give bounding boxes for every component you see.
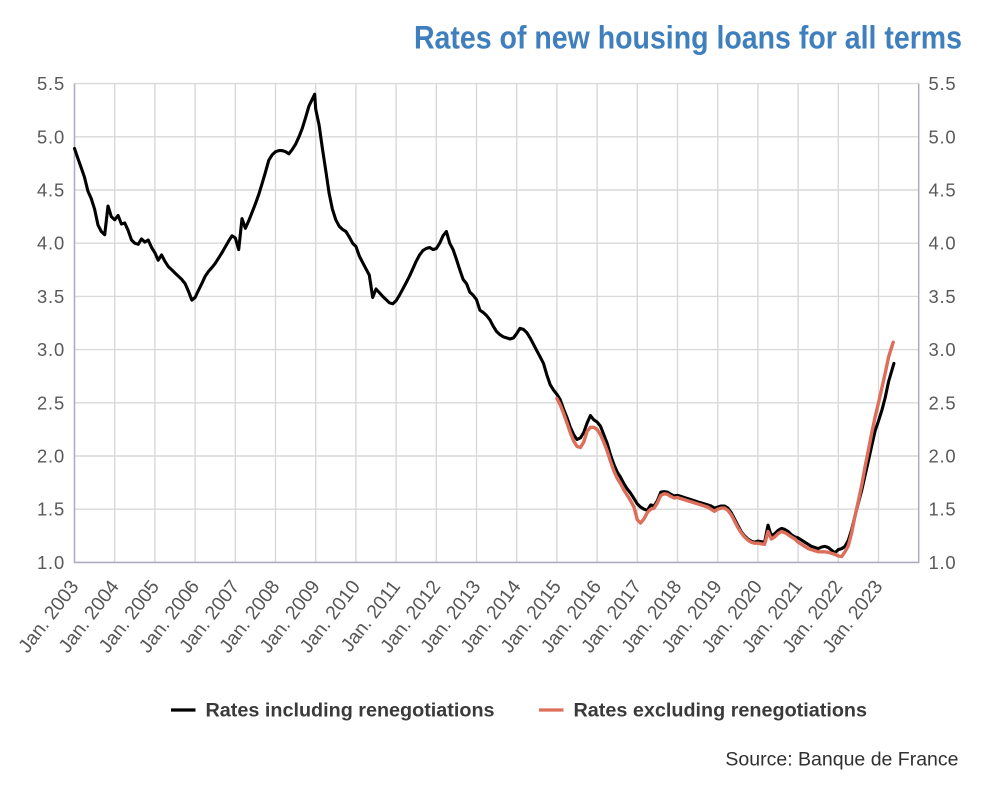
svg-text:2.0: 2.0 — [37, 446, 65, 467]
svg-text:Source: Banque de France: Source: Banque de France — [725, 749, 958, 771]
svg-text:3.0: 3.0 — [929, 339, 957, 360]
svg-text:1.5: 1.5 — [929, 499, 957, 520]
svg-text:5.0: 5.0 — [37, 126, 65, 147]
svg-text:4.5: 4.5 — [37, 180, 65, 201]
svg-text:2.5: 2.5 — [37, 392, 65, 413]
svg-text:5.5: 5.5 — [37, 73, 65, 94]
svg-text:3.0: 3.0 — [37, 339, 65, 360]
svg-text:4.0: 4.0 — [37, 233, 65, 254]
svg-text:4.0: 4.0 — [929, 233, 957, 254]
svg-text:1.0: 1.0 — [37, 552, 65, 573]
svg-text:Rates including renegotiations: Rates including renegotiations — [206, 700, 495, 722]
svg-text:2.5: 2.5 — [929, 392, 957, 413]
svg-text:Rates of new housing loans for: Rates of new housing loans for all terms — [414, 20, 962, 56]
svg-text:3.5: 3.5 — [37, 286, 65, 307]
svg-text:3.5: 3.5 — [929, 286, 957, 307]
svg-text:Rates excluding renegotiations: Rates excluding renegotiations — [574, 700, 867, 722]
svg-text:5.5: 5.5 — [929, 73, 957, 94]
svg-text:4.5: 4.5 — [929, 180, 957, 201]
svg-text:1.0: 1.0 — [929, 552, 957, 573]
svg-text:1.5: 1.5 — [37, 499, 65, 520]
svg-text:5.0: 5.0 — [929, 126, 957, 147]
svg-text:2.0: 2.0 — [929, 446, 957, 467]
